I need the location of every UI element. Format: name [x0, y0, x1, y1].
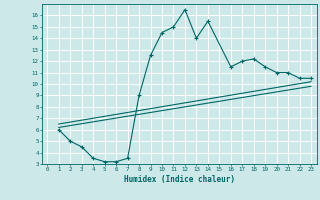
X-axis label: Humidex (Indice chaleur): Humidex (Indice chaleur) — [124, 175, 235, 184]
